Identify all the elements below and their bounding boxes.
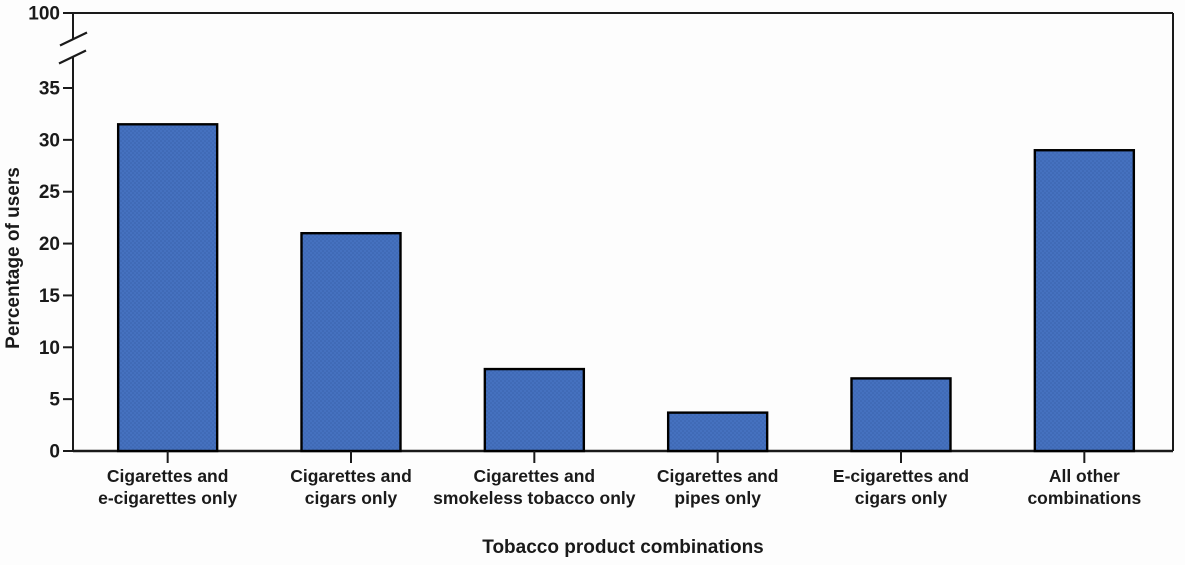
category-label-line: Cigarettes and xyxy=(474,466,596,486)
category-label-line: e-cigarettes only xyxy=(98,488,237,508)
y-tick-label: 15 xyxy=(39,286,61,307)
category-label-line: E-cigarettes and xyxy=(833,466,969,486)
bar xyxy=(1033,149,1136,453)
bar xyxy=(666,411,769,453)
category-label-line: smokeless tobacco only xyxy=(433,488,636,508)
y-tick-label: 30 xyxy=(39,130,60,151)
y-tick-label: 0 xyxy=(49,442,60,463)
category-label-line: pipes only xyxy=(674,488,761,508)
category-label-line: All other xyxy=(1049,466,1120,486)
x-axis-title: Tobacco product combinations xyxy=(482,537,764,558)
bar xyxy=(116,123,219,453)
y-tick-label: 5 xyxy=(49,390,60,411)
category-label-line: combinations xyxy=(1027,488,1141,508)
category-label-line: cigars only xyxy=(855,488,948,508)
axis-break-slash xyxy=(59,31,88,47)
category-label-line: Cigarettes and xyxy=(107,466,229,486)
bar xyxy=(850,377,952,453)
bar xyxy=(483,367,586,453)
category-label-line: cigars only xyxy=(305,488,398,508)
y-tick-label: 10 xyxy=(39,338,60,359)
bar xyxy=(300,231,402,453)
y-tick-label: 35 xyxy=(39,79,61,100)
y-tick-label: 25 xyxy=(39,182,61,203)
axis-break-slash xyxy=(58,49,87,65)
y-tick-label: 20 xyxy=(39,234,60,255)
y-tick-label: 100 xyxy=(28,4,60,25)
category-label-line: Cigarettes and xyxy=(657,466,779,486)
y-axis-title: Percentage of users xyxy=(3,167,24,349)
category-label-line: Cigarettes and xyxy=(290,466,412,486)
